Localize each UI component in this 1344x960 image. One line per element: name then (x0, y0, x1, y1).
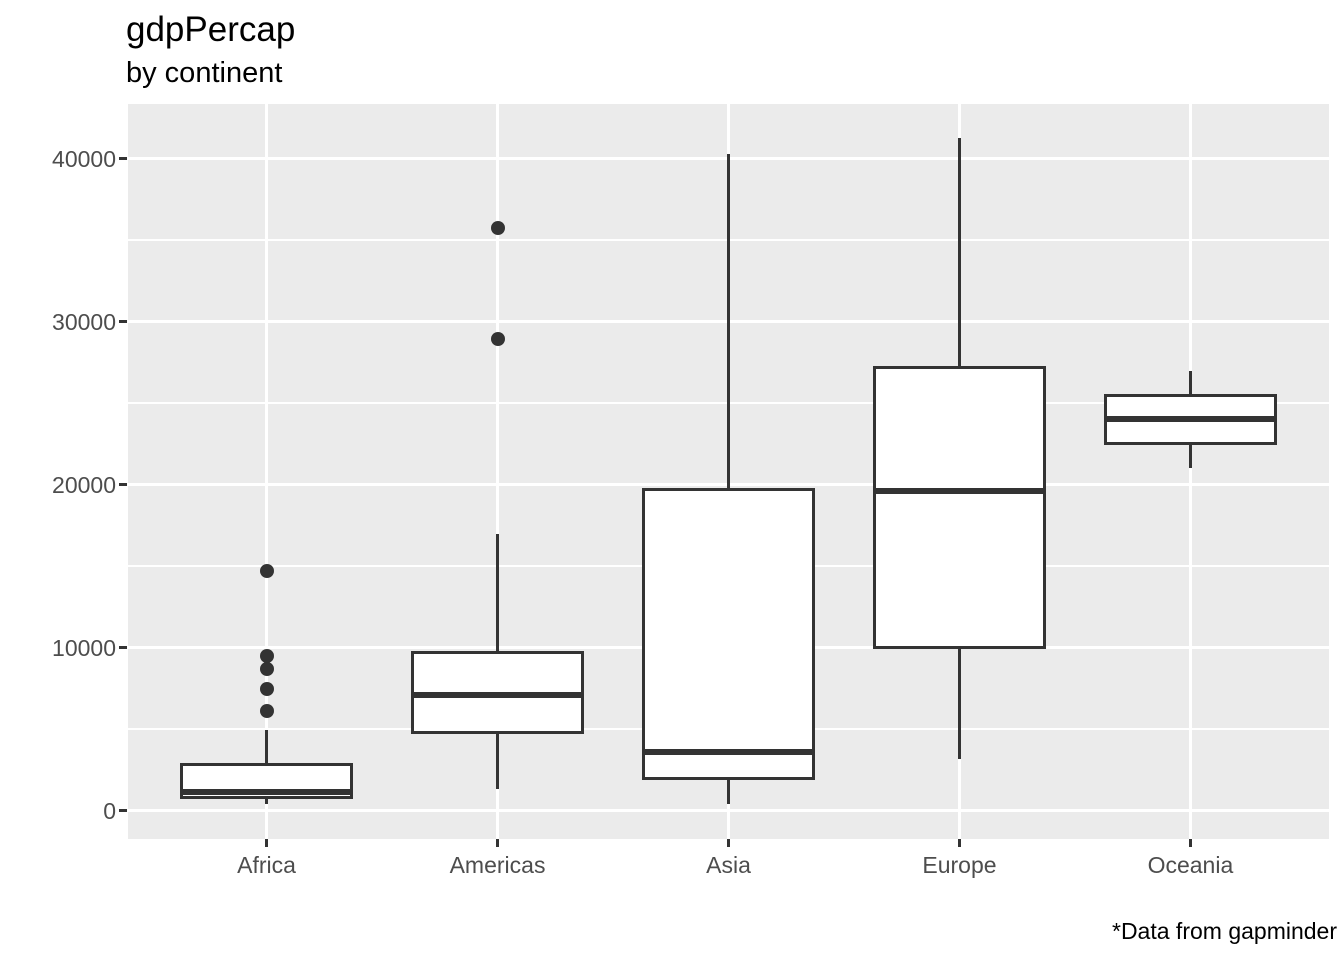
x-tick-label-asia: Asia (706, 852, 751, 878)
outlier-dot-africa (259, 681, 274, 696)
y-tick-label: 30000 (52, 308, 116, 335)
whisker-lower-europe (957, 647, 961, 759)
outlier-dot-africa (259, 704, 274, 719)
median-line-asia (644, 748, 813, 755)
whisker-upper-oceania (1188, 370, 1192, 396)
whisker-upper-europe (957, 137, 961, 368)
x-tick-label-americas: Americas (449, 852, 546, 878)
boxplot-box-asia (641, 487, 816, 781)
x-axis-tick (957, 839, 961, 847)
whisker-lower-oceania (1188, 443, 1192, 468)
median-line-europe (875, 488, 1044, 495)
x-axis-tick (1188, 839, 1192, 847)
y-axis-tick (119, 809, 127, 813)
y-axis-tick (119, 646, 127, 650)
outlier-dot-africa (259, 662, 274, 677)
gridline-vertical (496, 104, 500, 839)
chart-subtitle: by continent (126, 57, 283, 89)
y-tick-label: 20000 (52, 471, 116, 498)
median-line-oceania (1106, 416, 1275, 423)
y-axis-tick (119, 483, 127, 487)
x-tick-label-europe: Europe (922, 852, 997, 878)
whisker-lower-africa (265, 797, 269, 805)
outlier-dot-americas (490, 220, 505, 235)
y-tick-label: 10000 (52, 634, 116, 661)
chart-title: gdpPercap (126, 10, 296, 49)
outlier-dot-africa (259, 648, 274, 663)
median-line-africa (182, 788, 351, 795)
x-axis-tick (265, 839, 269, 847)
x-axis-tick (496, 839, 500, 847)
boxplot-box-europe (872, 365, 1047, 649)
whisker-lower-americas (496, 732, 500, 790)
chart-caption: *Data from gapminder (1112, 918, 1337, 944)
x-tick-label-oceania: Oceania (1147, 852, 1234, 878)
y-tick-label: 0 (103, 797, 116, 824)
whisker-upper-africa (265, 729, 269, 765)
outlier-dot-africa (259, 563, 274, 578)
y-axis-tick (119, 157, 127, 161)
gridline-vertical (265, 104, 269, 839)
gridline-vertical (1188, 104, 1192, 839)
whisker-lower-asia (727, 779, 730, 805)
whisker-upper-asia (727, 153, 730, 490)
outlier-dot-americas (490, 331, 505, 346)
x-axis-tick (727, 839, 730, 847)
y-axis-tick (119, 320, 127, 324)
median-line-americas (413, 692, 582, 699)
y-tick-label: 40000 (52, 145, 116, 172)
whisker-upper-americas (496, 533, 500, 653)
plot-panel (128, 104, 1329, 839)
x-tick-label-africa: Africa (237, 852, 296, 878)
